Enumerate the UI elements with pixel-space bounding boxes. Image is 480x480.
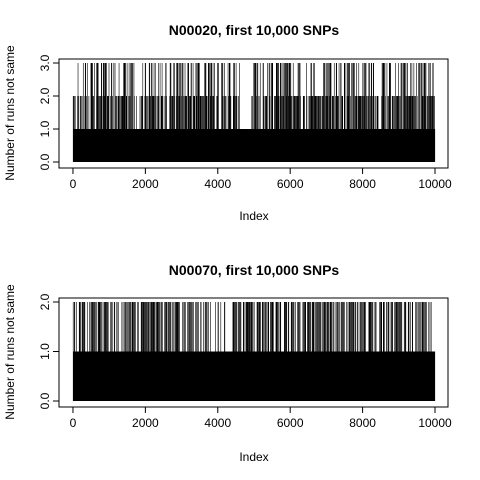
- y-axis-label: Number of runs not same: [3, 45, 17, 181]
- data-spike-band: [73, 352, 435, 402]
- x-tick-label: 8000: [349, 177, 376, 191]
- x-tick-label: 4000: [204, 416, 231, 430]
- x-axis-label: Index: [239, 209, 268, 223]
- x-tick-label: 0: [70, 177, 77, 191]
- chart-panel-n00070: N00070, first 10,000 SNPs 0 2000 4000 6000 8…: [3, 262, 452, 464]
- data-spikes: [73, 63, 435, 162]
- x-axis-label: Index: [239, 450, 268, 464]
- y-tick-label: 0.0: [38, 392, 52, 409]
- x-tick-label: 8000: [349, 416, 376, 430]
- y-tick-label: 1.0: [38, 343, 52, 360]
- x-tick-label: 6000: [277, 416, 304, 430]
- y-tick-label: 3.0: [38, 54, 52, 71]
- data-spikes: [73, 302, 435, 401]
- x-tick-label: 6000: [277, 177, 304, 191]
- x-axis: 0 2000 4000 6000 8000 10000: [70, 168, 452, 191]
- chart-panel-n00020: N00020, first 10,000 SNPs 0 2000 4000 6000 8…: [3, 22, 452, 223]
- y-tick-label: 2.0: [38, 87, 52, 104]
- chart-title: N00070, first 10,000 SNPs: [169, 262, 340, 278]
- data-spike-band: [73, 129, 435, 162]
- x-tick-label: 2000: [132, 416, 159, 430]
- y-axis: 0.0 1.0 2.0 3.0: [38, 54, 59, 170]
- y-axis: 0.0 1.0 2.0: [38, 293, 59, 409]
- x-tick-label: 10000: [418, 177, 452, 191]
- y-tick-label: 1.0: [38, 120, 52, 137]
- x-tick-label: 4000: [204, 177, 231, 191]
- x-axis: 0 2000 4000 6000 8000 10000: [70, 407, 452, 430]
- y-tick-label: 2.0: [38, 293, 52, 310]
- y-tick-label: 0.0: [38, 153, 52, 170]
- x-tick-label: 10000: [418, 416, 452, 430]
- y-axis-label: Number of runs not same: [3, 284, 17, 420]
- chart-title: N00020, first 10,000 SNPs: [169, 22, 340, 38]
- x-tick-label: 2000: [132, 177, 159, 191]
- x-tick-label: 0: [70, 416, 77, 430]
